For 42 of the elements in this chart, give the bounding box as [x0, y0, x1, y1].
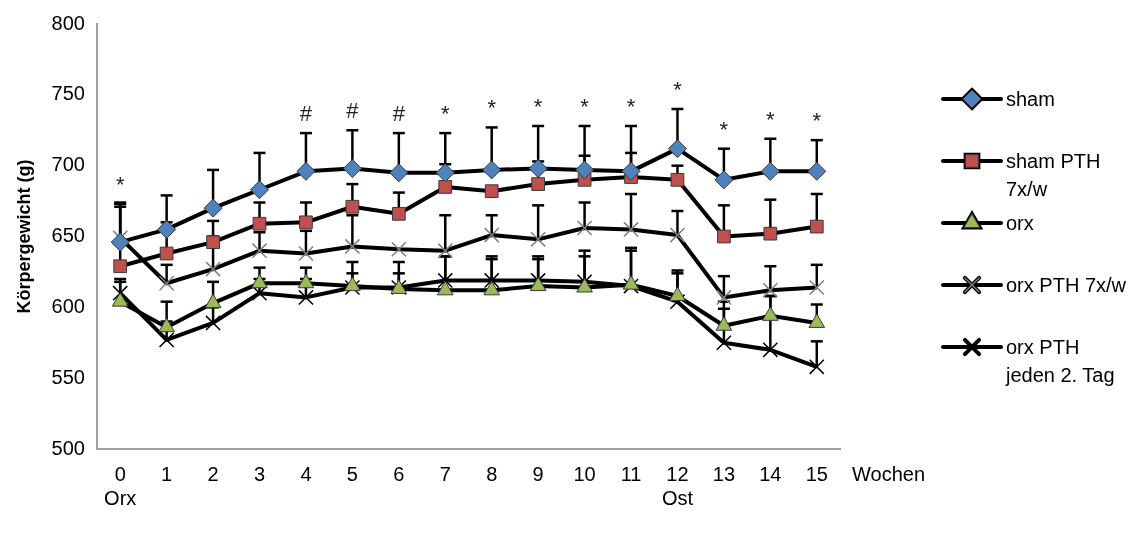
y-tick-label: 700 — [51, 153, 85, 176]
data-label: * — [719, 116, 729, 142]
data-label: * — [487, 95, 497, 121]
x-tick-label: 3 — [253, 462, 266, 485]
y-tick-label: 650 — [51, 224, 85, 247]
x-tick-label: 11 — [620, 462, 642, 485]
x-tick-label: 7 — [439, 462, 451, 485]
x-tick-label: 12 Ost — [661, 462, 694, 509]
data-label: * — [115, 171, 125, 197]
x-tick-label: 2 — [207, 462, 219, 485]
y-axis-title: Körpergewicht (g) — [13, 159, 34, 314]
x-tick-label: 15 — [805, 462, 828, 485]
data-label: * — [766, 106, 776, 132]
legend-label: orx — [1006, 211, 1034, 236]
data-label: # — [346, 98, 360, 124]
x-tick-label: 5 — [346, 462, 358, 485]
data-label: * — [580, 94, 590, 120]
data-label: * — [533, 94, 543, 120]
data-label: # — [392, 101, 406, 127]
y-tick-label: 750 — [51, 82, 85, 105]
x-tick-label: 6 — [393, 462, 405, 485]
x-tick-label: 0 Orx — [104, 462, 137, 509]
data-label: * — [626, 94, 636, 120]
data-label: * — [812, 108, 822, 134]
x-tick-label: 8 — [486, 462, 498, 485]
x-tick-label: 10 — [573, 462, 596, 485]
x-axis-title: Wochen — [852, 462, 926, 485]
x-tick-label: 1 — [161, 462, 173, 485]
y-tick-label: 550 — [51, 365, 85, 388]
y-tick-label: 800 — [51, 11, 85, 34]
data-label: * — [440, 101, 450, 127]
x-tick-label: 4 — [300, 462, 312, 485]
data-label: # — [299, 101, 313, 127]
data-label: * — [673, 77, 683, 103]
y-tick-label: 600 — [51, 294, 85, 317]
x-tick-label: 14 — [759, 462, 782, 485]
y-tick-label: 500 — [51, 436, 85, 459]
legend-label: orx PTH jeden 2. Tag — [1006, 335, 1116, 388]
legend-label: orx PTH 7x/w — [1006, 273, 1127, 298]
legend-label: sham — [1006, 87, 1055, 112]
x-tick-label: 13 — [712, 462, 736, 485]
x-tick-label: 9 — [532, 462, 544, 485]
